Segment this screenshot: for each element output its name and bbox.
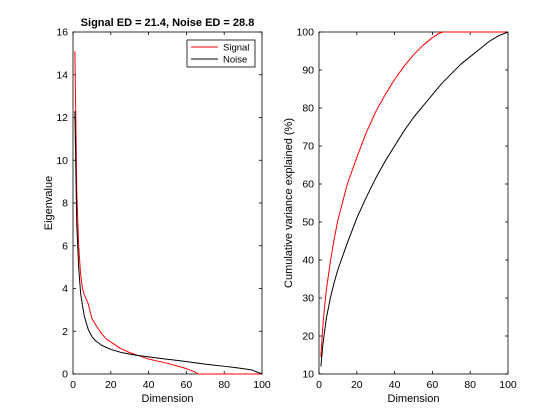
cumulative-x-tick-label: 20 [351, 379, 363, 391]
eigenvalue-y-tick-label: 4 [62, 283, 68, 295]
cumulative-lines [320, 31, 509, 367]
eigenvalue-series-line-noise [74, 111, 263, 375]
cumulative-y-tick-label: 80 [302, 103, 314, 115]
eigenvalue-y-tick-label: 16 [56, 27, 68, 39]
eigenvalue-lines [74, 51, 263, 375]
cumulative-y-tick-label: 60 [302, 179, 314, 191]
cumulative-ticks: 0 20 40 60 80 100 10 20 30 40 50 60 70 80 90 100 [296, 27, 516, 392]
eigenvalue-x-axis-label: Dimension [142, 393, 194, 405]
eigenvalue-y-tick-label: 0 [62, 369, 68, 381]
eigenvalue-y-tick-label: 10 [56, 155, 68, 167]
cumulative-series-line-red [320, 31, 508, 357]
cumulative-y-tick-label: 90 [302, 65, 314, 77]
cumulative-y-axis-label: Cumulative variance explained (%) [283, 118, 295, 288]
cumulative-x-tick-label: 0 [316, 379, 322, 391]
cumulative-y-tick-label: 70 [302, 141, 314, 153]
eigenvalue-chart-title: Signal ED = 21.4, Noise ED = 28.8 [81, 17, 255, 29]
cumulative-y-tick-label: 100 [296, 27, 314, 39]
eigenvalue-y-tick-label: 14 [56, 69, 68, 81]
cumulative-variance-plot-area [318, 31, 509, 375]
cumulative-x-tick-label: 40 [389, 379, 401, 391]
eigenvalue-x-tick-label: 60 [181, 379, 193, 391]
eigenvalue-ticks: 0 20 40 60 80 100 0 2 4 6 8 10 12 14 16 [56, 27, 271, 392]
legend: Signal Noise [186, 39, 256, 68]
eigenvalue-y-tick-label: 2 [62, 326, 68, 338]
cumulative-y-tick-label: 10 [302, 369, 314, 381]
cumulative-series-line-black [320, 31, 509, 367]
eigenvalue-x-tick-label: 0 [70, 379, 76, 391]
eigenvalue-y-axis-label: Eigenvalue [43, 176, 55, 230]
cumulative-y-tick-label: 40 [302, 255, 314, 267]
cumulative-y-tick-label: 50 [302, 217, 314, 229]
eigenvalue-plot-area [72, 31, 263, 375]
cumulative-x-tick-label: 100 [499, 379, 517, 391]
cumulative-variance-axes: Dimension Cumulative variance explained … [283, 27, 517, 406]
eigenvalue-x-tick-label: 20 [105, 379, 117, 391]
eigenvalue-x-tick-label: 100 [253, 379, 271, 391]
eigenvalue-x-tick-label: 40 [143, 379, 155, 391]
cumulative-y-tick-label: 20 [302, 331, 314, 343]
eigenvalue-y-tick-label: 6 [62, 240, 68, 252]
legend-label-signal: Signal [223, 43, 249, 54]
legend-label-noise: Noise [223, 55, 247, 66]
cumulative-x-axis-label: Dimension [388, 393, 440, 405]
eigenvalue-x-tick-label: 80 [218, 379, 230, 391]
cumulative-x-tick-label: 80 [464, 379, 476, 391]
cumulative-x-tick-label: 60 [427, 379, 439, 391]
cumulative-y-tick-label: 30 [302, 293, 314, 305]
eigenvalue-series-line-signal [74, 51, 262, 375]
eigenvalue-axes: Signal ED = 21.4, Noise ED = 28.8 Dimens… [43, 17, 271, 405]
eigenvalue-y-tick-label: 12 [56, 112, 68, 124]
eigenvalue-y-tick-label: 8 [62, 198, 68, 210]
legend-box [186, 39, 256, 68]
